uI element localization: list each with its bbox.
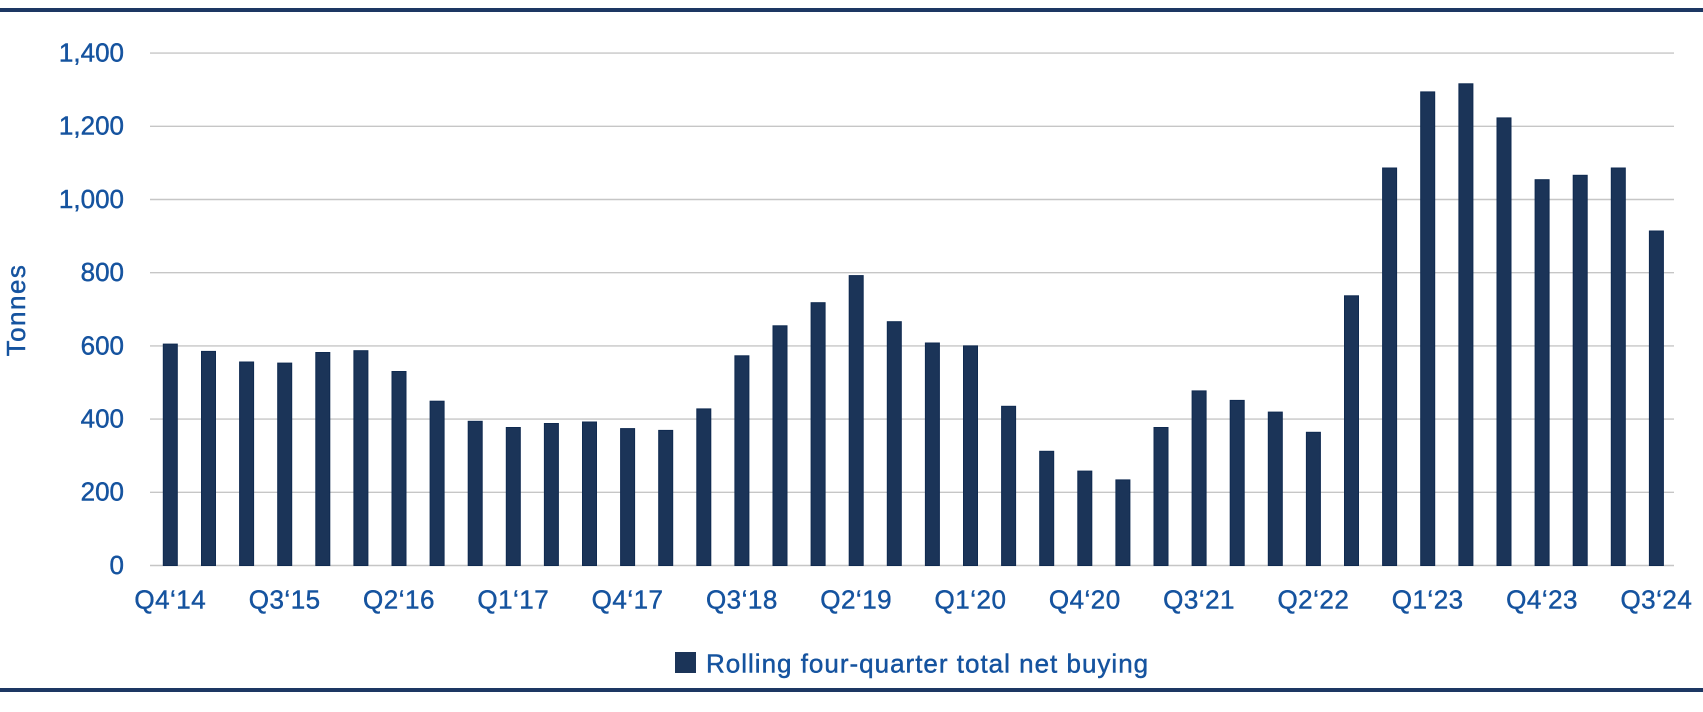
svg-text:Q4‘23: Q4‘23 [1506, 585, 1578, 615]
svg-text:Q3‘15: Q3‘15 [249, 585, 321, 615]
svg-text:Q3‘24: Q3‘24 [1620, 585, 1692, 615]
svg-text:Q3‘21: Q3‘21 [1163, 585, 1235, 615]
svg-text:600: 600 [81, 330, 124, 360]
svg-text:Q1‘17: Q1‘17 [477, 585, 549, 615]
svg-text:Q4‘17: Q4‘17 [592, 585, 664, 615]
svg-text:Rolling four-quarter total net: Rolling four-quarter total net buying [706, 649, 1149, 679]
svg-text:Q3‘18: Q3‘18 [706, 585, 778, 615]
svg-text:Q2‘16: Q2‘16 [363, 585, 435, 615]
svg-text:0: 0 [110, 550, 124, 580]
svg-text:1,400: 1,400 [59, 37, 124, 67]
svg-text:Q2‘19: Q2‘19 [820, 585, 892, 615]
svg-text:200: 200 [81, 477, 124, 507]
svg-text:Q4‘20: Q4‘20 [1049, 585, 1121, 615]
svg-text:Tonnes: Tonnes [1, 264, 31, 357]
svg-text:1,000: 1,000 [59, 184, 124, 214]
svg-text:800: 800 [81, 257, 124, 287]
svg-text:Q2‘22: Q2‘22 [1277, 585, 1349, 615]
svg-text:Q1‘20: Q1‘20 [935, 585, 1007, 615]
svg-text:1,200: 1,200 [59, 111, 124, 141]
svg-text:400: 400 [81, 403, 124, 433]
svg-text:Q1‘23: Q1‘23 [1392, 585, 1464, 615]
svg-text:Q4‘14: Q4‘14 [134, 585, 206, 615]
